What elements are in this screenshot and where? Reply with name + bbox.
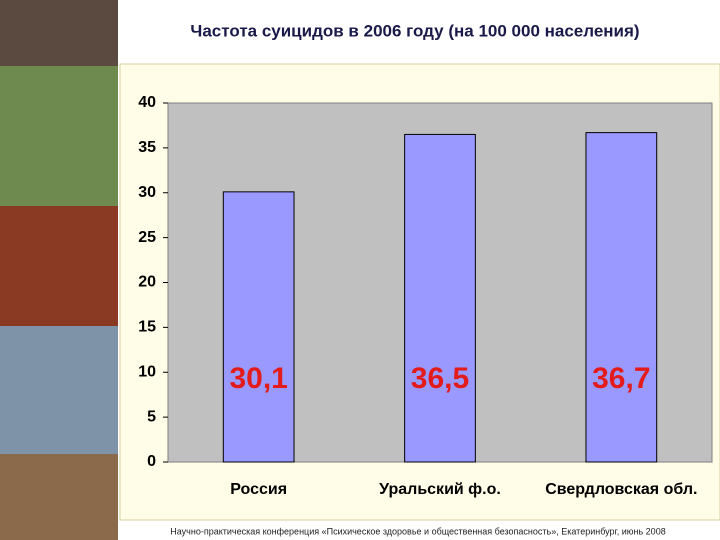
y-tick-label: 40 xyxy=(138,94,156,111)
y-tick-label: 10 xyxy=(138,363,156,380)
y-tick-label: 30 xyxy=(138,184,156,201)
bar xyxy=(222,191,295,463)
photo-strip xyxy=(0,0,118,540)
bar xyxy=(404,133,476,463)
value-label: 36,5 xyxy=(411,362,469,395)
y-tick-label: 5 xyxy=(147,408,156,425)
photo xyxy=(0,0,118,66)
photo xyxy=(0,326,118,454)
photo xyxy=(0,454,118,540)
y-tick-label: 15 xyxy=(138,319,156,336)
y-tick-label: 0 xyxy=(147,453,156,470)
value-label: 30,1 xyxy=(229,362,287,395)
chart-title: Частота суицидов в 2006 году (на 100 000… xyxy=(190,21,639,40)
y-tick-label: 35 xyxy=(138,139,156,156)
photo xyxy=(0,66,118,206)
x-tick-label: Свердловская обл. xyxy=(545,481,697,498)
x-tick-label: Россия xyxy=(230,481,287,498)
footer: Научно-практическая конференция «Психиче… xyxy=(170,526,665,536)
bar xyxy=(585,132,658,463)
photo xyxy=(0,206,118,326)
y-tick-label: 25 xyxy=(138,229,156,246)
x-tick-label: Уральский ф.о. xyxy=(379,481,501,498)
value-label: 36,7 xyxy=(592,362,650,395)
y-tick-label: 20 xyxy=(138,274,156,291)
